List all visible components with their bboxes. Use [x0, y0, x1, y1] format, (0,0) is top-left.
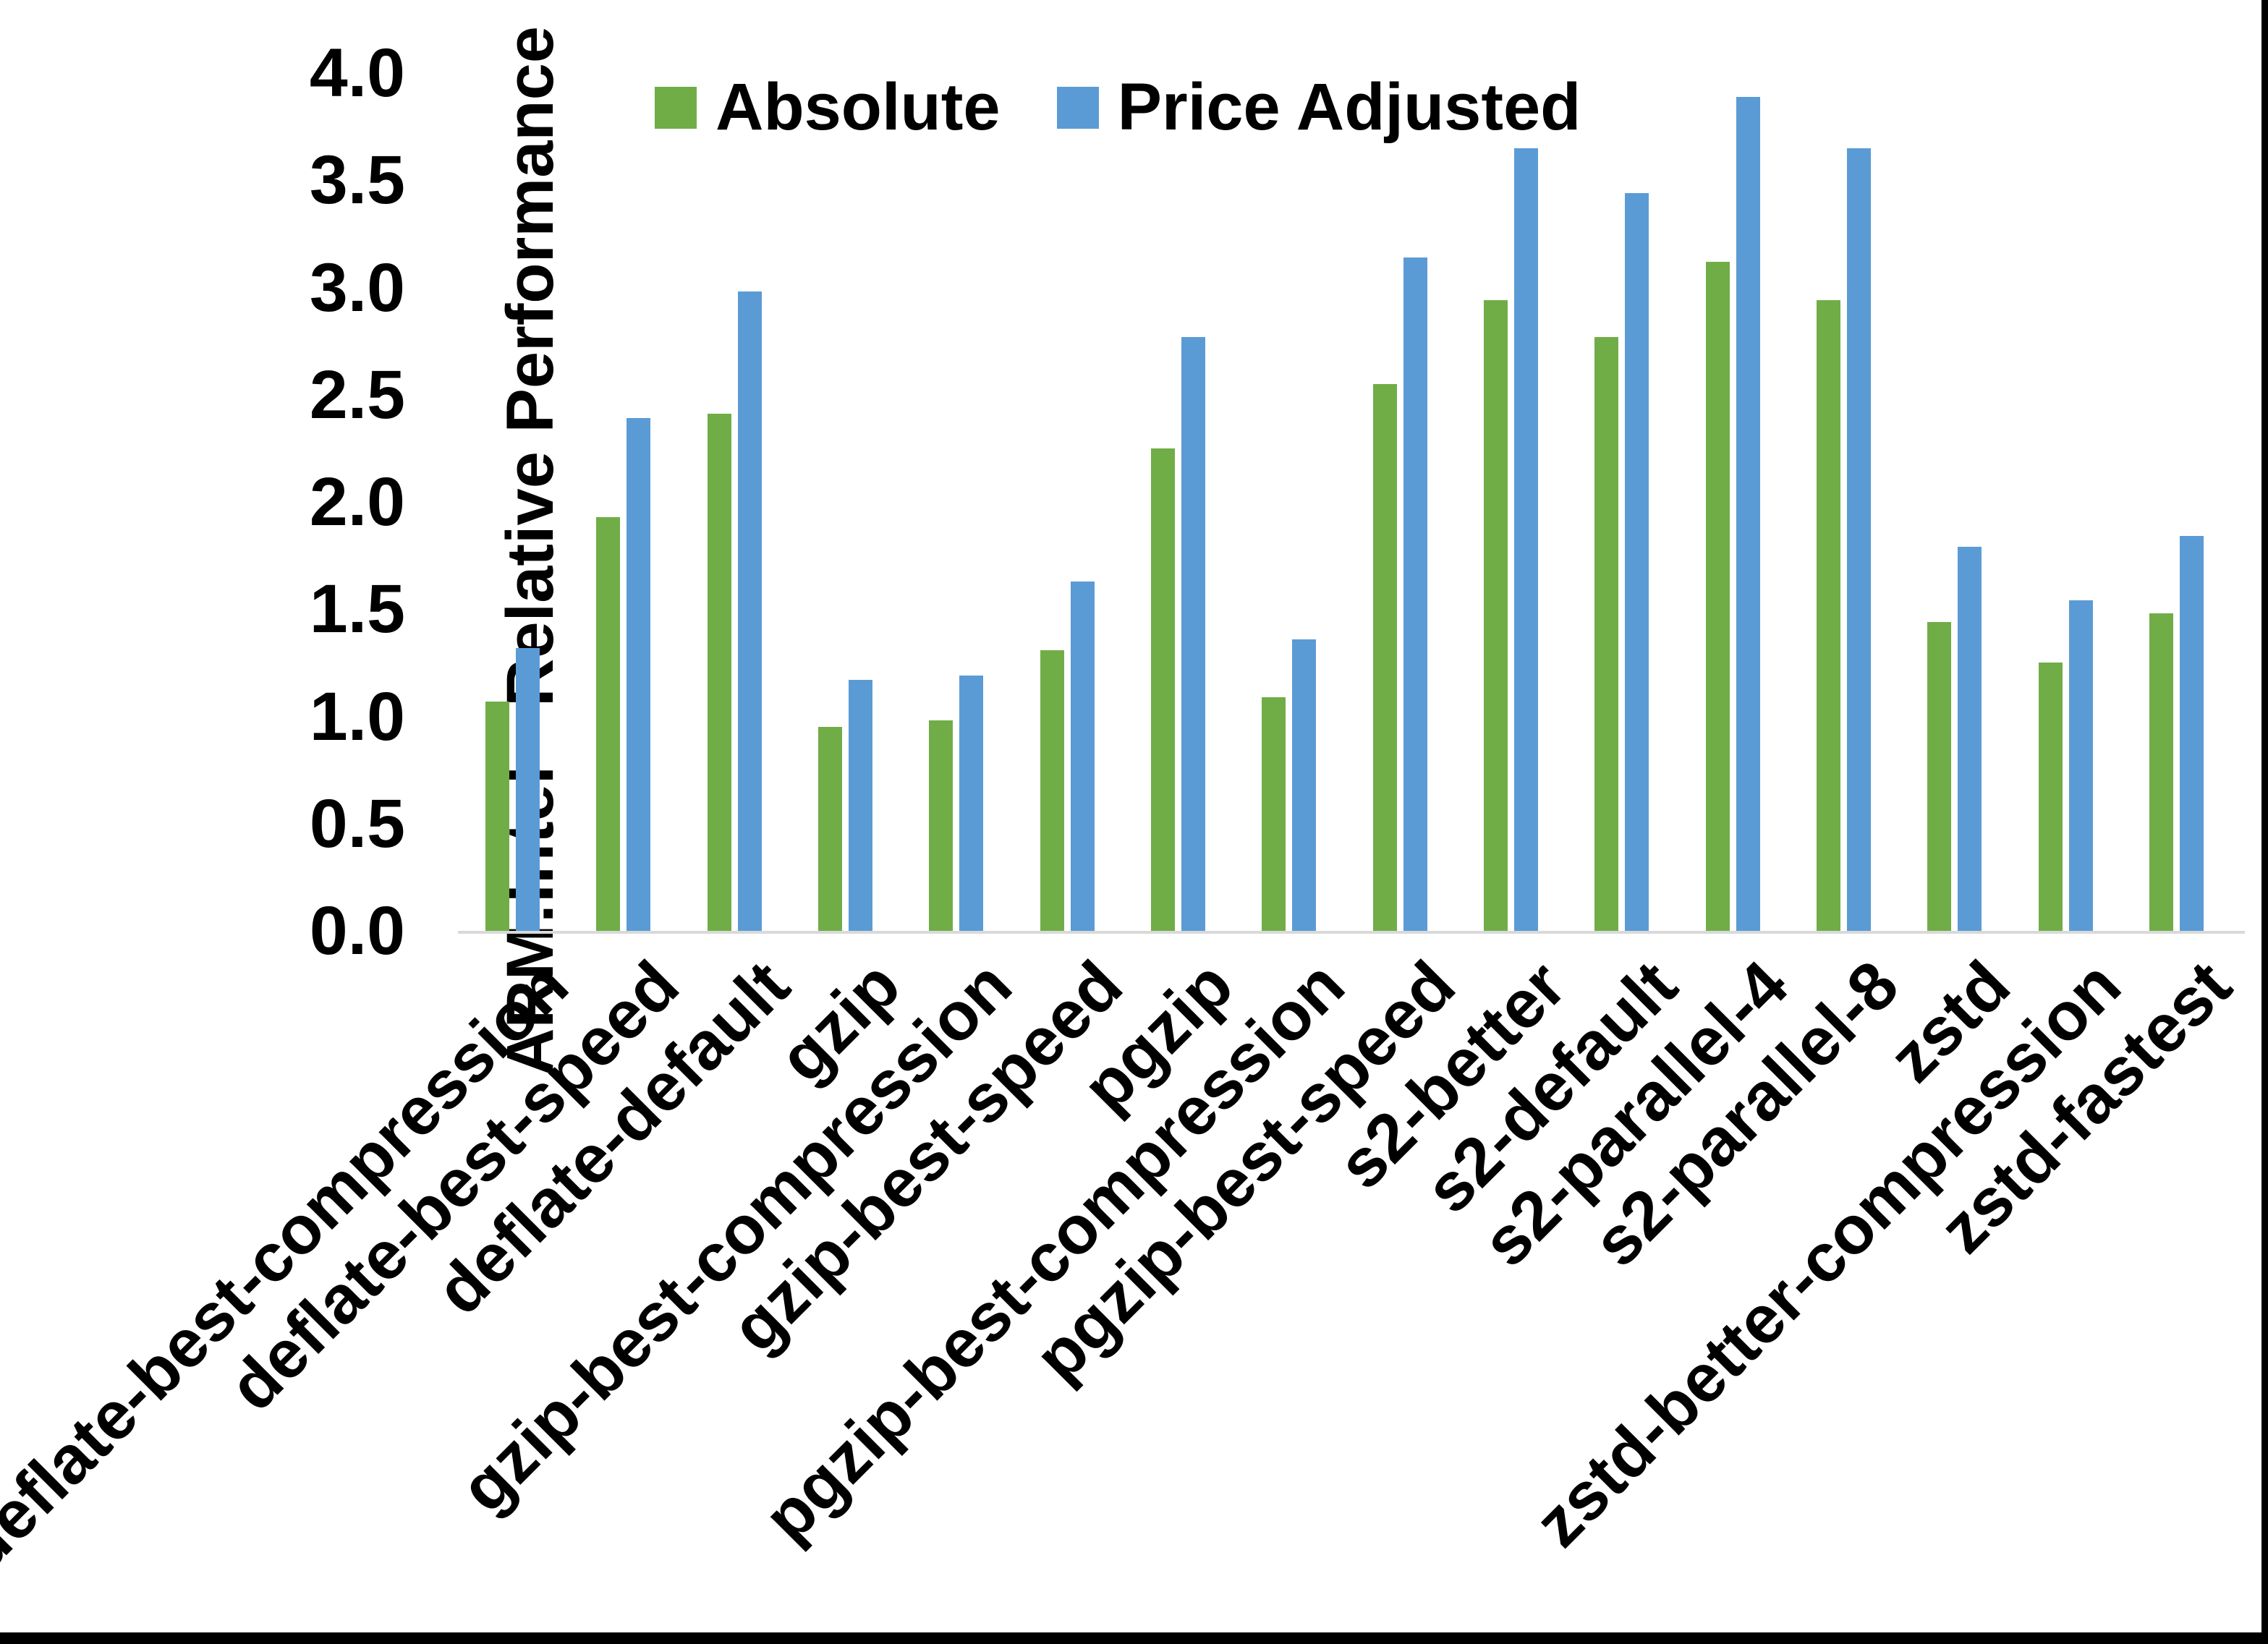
bar-zstd-price-adjusted — [1958, 547, 1982, 931]
y-tick-label-1.5: 1.5 — [309, 571, 405, 647]
y-tick-label-0.0: 0.0 — [309, 893, 405, 969]
bar-pgzip-price-adjusted — [1181, 337, 1205, 931]
bar-zstd-better-compression-price-adjusted — [2069, 600, 2093, 931]
legend-item-price-adjusted: Price Adjusted — [1056, 69, 1581, 145]
bar-gzip-price-adjusted — [849, 680, 872, 931]
bar-pgzip-best-compression-absolute — [1262, 697, 1286, 931]
bar-pgzip-best-compression-price-adjusted — [1292, 639, 1316, 931]
bar-s2-default-price-adjusted — [1625, 193, 1649, 931]
bar-gzip-best-speed-absolute — [1040, 650, 1064, 931]
bar-deflate-best-compression-absolute — [485, 702, 509, 931]
bar-deflate-default-absolute — [708, 414, 731, 931]
bar-deflate-best-speed-price-adjusted — [627, 418, 650, 931]
bar-s2-better-price-adjusted — [1514, 148, 1538, 931]
bar-deflate-best-speed-absolute — [596, 517, 620, 931]
legend-item-absolute: Absolute — [655, 69, 1001, 145]
bar-s2-default-absolute — [1594, 337, 1618, 931]
y-tick-label-2.0: 2.0 — [309, 464, 405, 540]
bar-pgzip-best-speed-absolute — [1373, 384, 1397, 931]
bar-s2-parallel-4-price-adjusted — [1736, 97, 1760, 931]
absolute-series-swatch-icon — [655, 86, 697, 129]
bar-s2-parallel-8-absolute — [1817, 300, 1840, 931]
bar-s2-better-absolute — [1484, 300, 1508, 931]
price-adjusted-series-swatch-icon — [1056, 86, 1099, 129]
bar-pgzip-absolute — [1151, 448, 1175, 931]
bar-gzip-best-compression-absolute — [929, 720, 953, 931]
bar-zstd-better-compression-absolute — [2039, 663, 2063, 931]
bar-zstd-absolute — [1927, 622, 1951, 931]
bar-deflate-best-compression-price-adjusted — [516, 648, 540, 931]
bar-gzip-best-speed-price-adjusted — [1071, 582, 1095, 931]
legend: Absolute Price Adjusted — [655, 69, 1581, 145]
bar-deflate-default-price-adjusted — [738, 291, 762, 931]
right-border — [2261, 0, 2268, 1644]
plot-area — [458, 73, 2245, 934]
bottom-border — [0, 1632, 2268, 1644]
legend-label-price-adjusted: Price Adjusted — [1117, 70, 1581, 144]
y-tick-label-0.5: 0.5 — [309, 785, 405, 862]
bar-gzip-best-compression-price-adjusted — [959, 676, 983, 931]
y-tick-label-3.0: 3.0 — [309, 250, 405, 326]
legend-label-absolute: Absolute — [715, 70, 1001, 144]
bar-gzip-absolute — [818, 727, 842, 931]
y-tick-label-3.5: 3.5 — [309, 142, 405, 218]
y-tick-label-1.0: 1.0 — [309, 678, 405, 755]
y-tick-label-4.0: 4.0 — [309, 35, 405, 111]
y-tick-label-2.5: 2.5 — [309, 357, 405, 433]
bar-zstd-fastest-absolute — [2149, 613, 2173, 931]
bar-zstd-fastest-price-adjusted — [2180, 536, 2204, 931]
bar-s2-parallel-4-absolute — [1706, 262, 1730, 931]
bar-s2-parallel-8-price-adjusted — [1847, 148, 1871, 931]
bar-pgzip-best-speed-price-adjusted — [1403, 257, 1427, 931]
